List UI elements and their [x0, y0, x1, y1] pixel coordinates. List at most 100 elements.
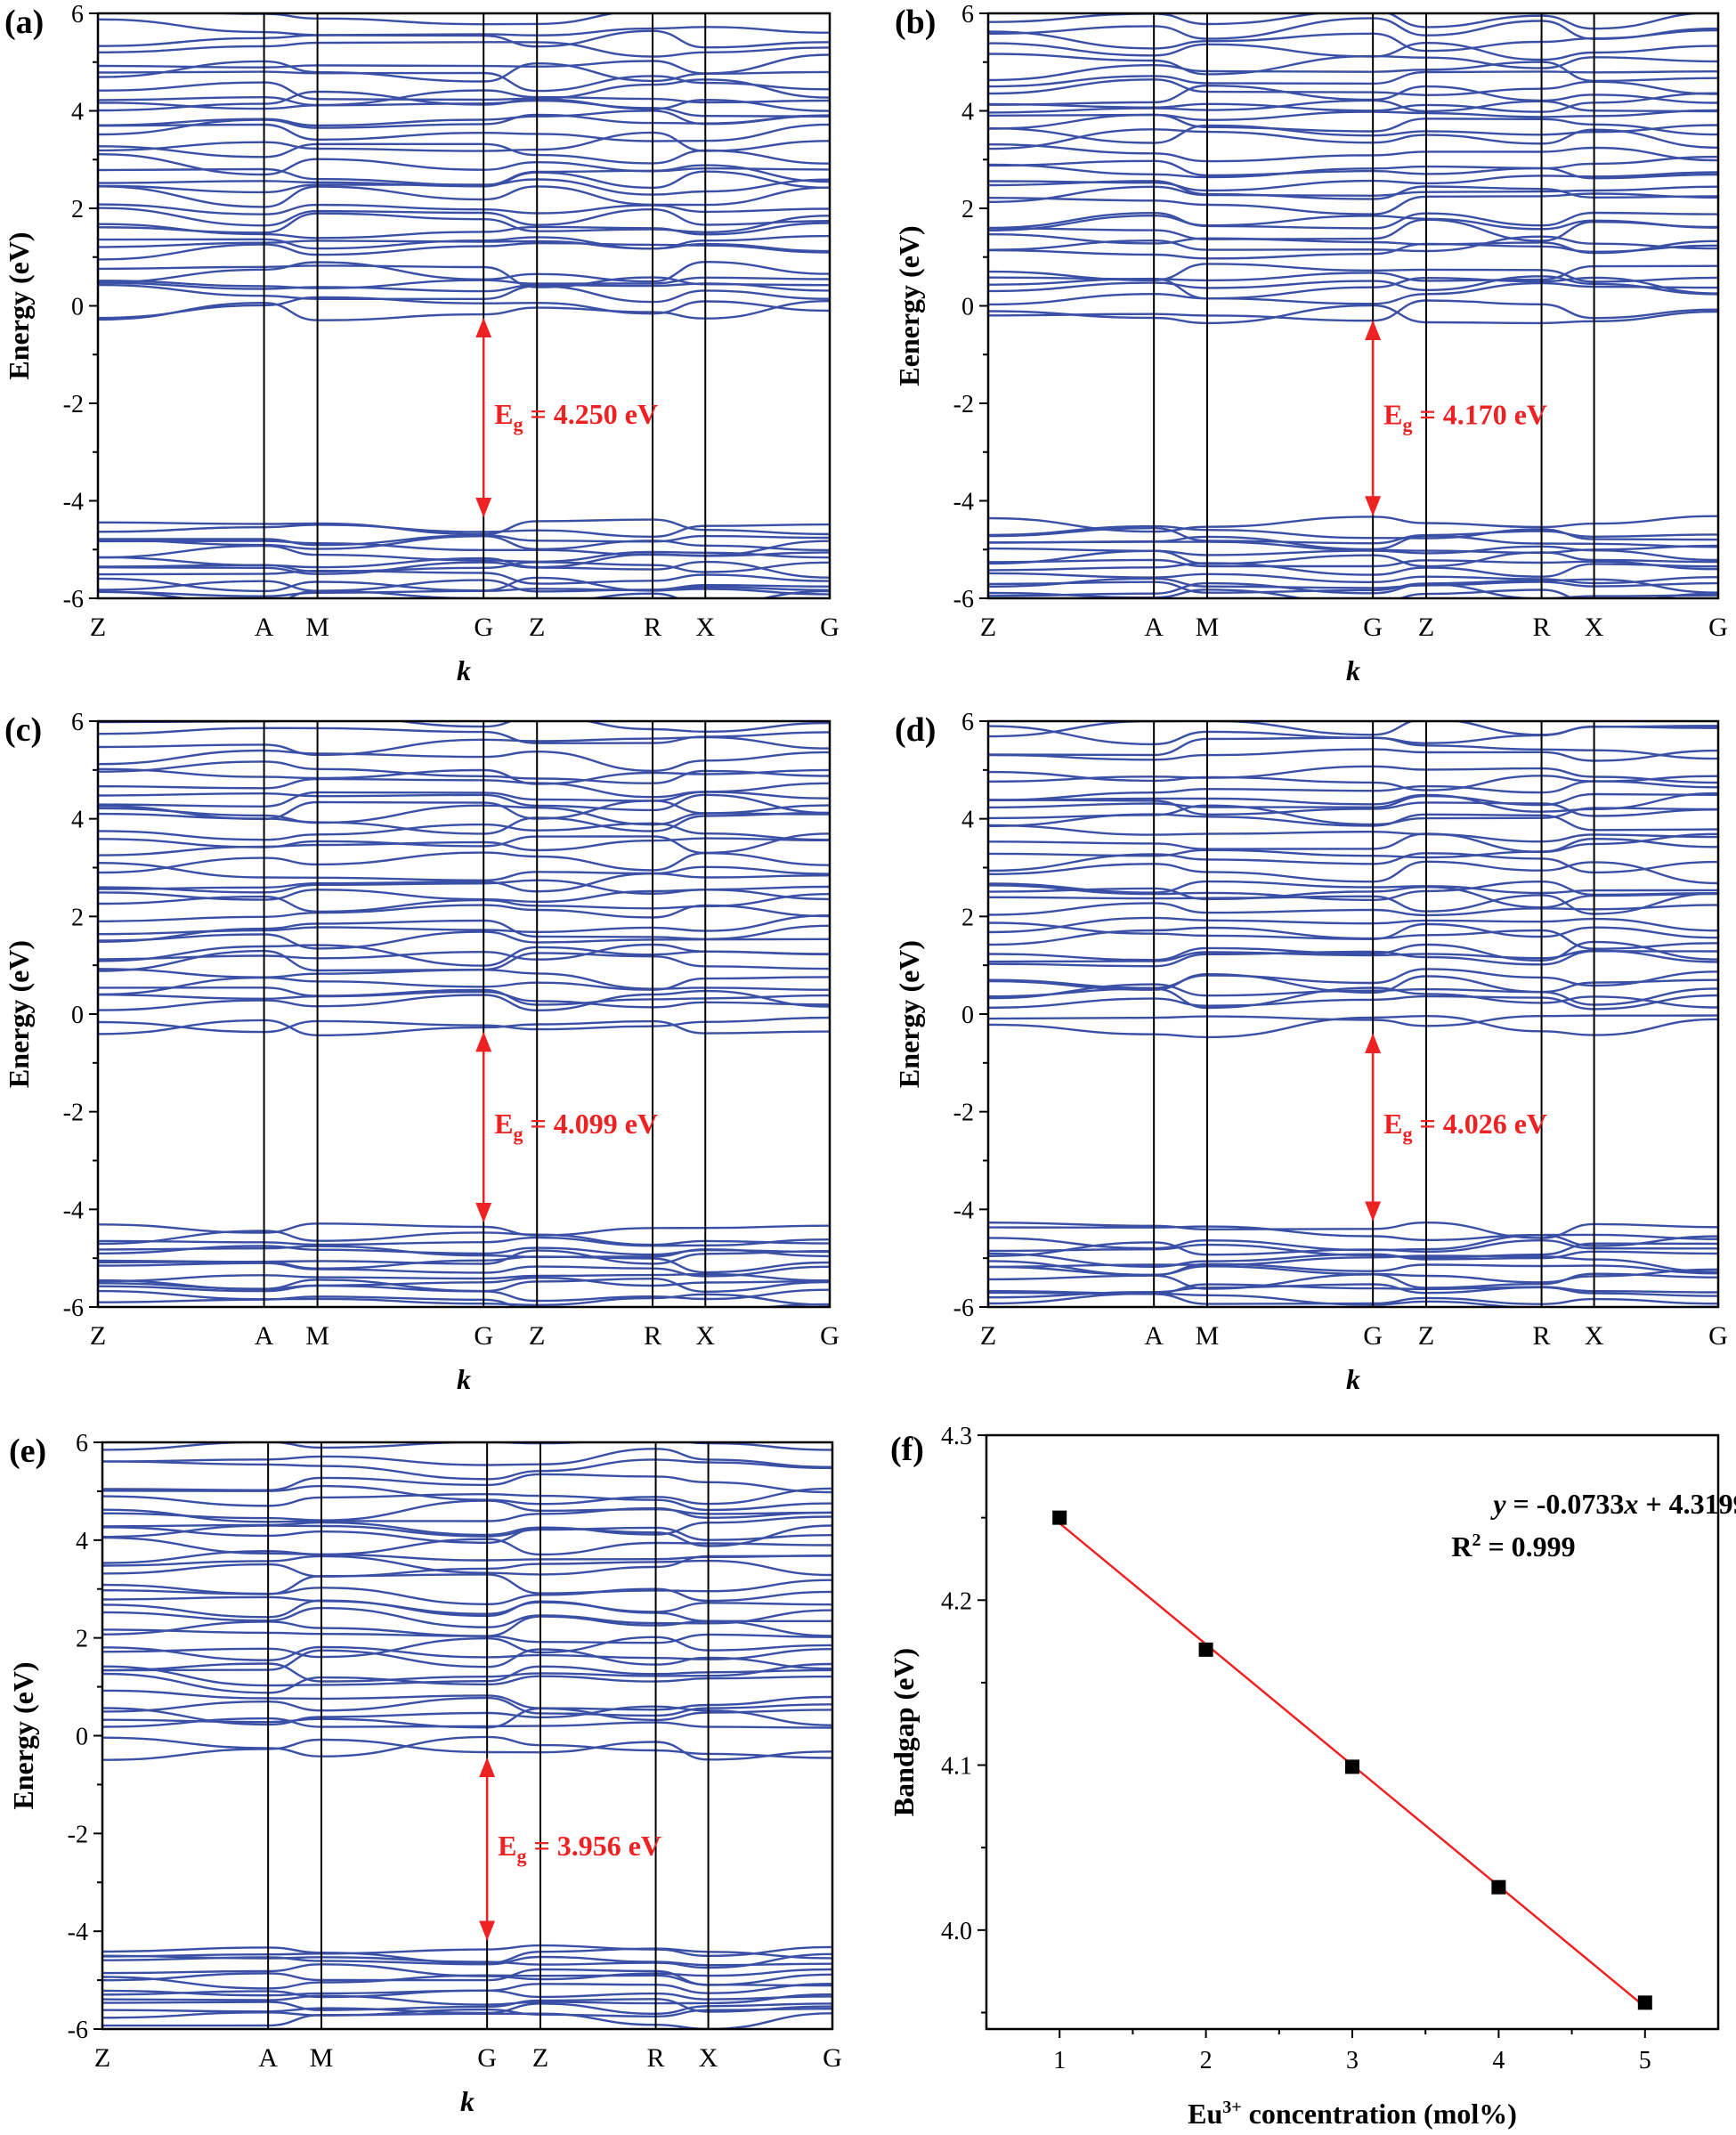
- kpoint-label: G: [820, 1321, 840, 1351]
- kpoint-label: G: [477, 2043, 497, 2073]
- y-tick-label: -4: [63, 1197, 84, 1224]
- plot-frame: [985, 1433, 1720, 2031]
- fit-equation: y = -0.0733x + 4.3199: [1489, 1488, 1736, 1520]
- kpoint-label: Z: [980, 1321, 996, 1351]
- band-line: [102, 1738, 832, 1761]
- kpoint-label: G: [823, 2043, 842, 2073]
- bandgap-label: Eg = 4.026 eV: [1383, 1108, 1547, 1145]
- band-line: [98, 18, 830, 37]
- kpoint-label: R: [1533, 613, 1551, 642]
- y-axis-title: Energy (eV): [3, 231, 35, 379]
- y-tick-label: 4: [961, 807, 974, 834]
- kpoint-label: R: [647, 2043, 665, 2073]
- band-line: [98, 1245, 830, 1259]
- y-tick-label: 2: [71, 904, 84, 931]
- band-line: [988, 832, 1718, 854]
- band-line: [98, 1016, 830, 1034]
- x-axis-title: k: [1346, 654, 1360, 686]
- x-tick-label: 1: [1053, 2047, 1066, 2074]
- y-tick-label: 4: [961, 99, 974, 126]
- kpoint-label: G: [1363, 1321, 1383, 1351]
- y-tick-label: -2: [63, 1100, 84, 1127]
- kpoint-label: A: [1144, 1321, 1164, 1351]
- band-line: [98, 1230, 830, 1246]
- y-tick-label: 2: [961, 196, 974, 223]
- y-tick-label: 6: [961, 1, 974, 28]
- band-line: [988, 70, 1718, 88]
- kpoint-label: X: [1585, 1321, 1604, 1351]
- y-axis-title: Energy (eV): [3, 940, 35, 1088]
- kpoint-label: G: [474, 1321, 493, 1351]
- x-tick-label: 3: [1346, 2047, 1359, 2074]
- x-tick-label: 4: [1492, 2047, 1505, 2074]
- band-line: [988, 1283, 1718, 1295]
- bandgap-label: Eg = 4.099 eV: [494, 1108, 658, 1145]
- bands: [988, 721, 1718, 1307]
- panel-label: (e): [9, 1433, 46, 1470]
- y-tick-label: 0: [961, 1002, 974, 1029]
- band-line: [988, 549, 1718, 568]
- band-line: [102, 1583, 832, 1606]
- y-tick-label: 0: [76, 1724, 88, 1751]
- band-line: [988, 61, 1718, 83]
- kpoint-label: R: [644, 613, 661, 642]
- y-tick-label: 4.2: [941, 1587, 972, 1615]
- y-tick-label: -2: [953, 1100, 974, 1127]
- bands: [102, 1442, 832, 2029]
- band-line: [98, 749, 830, 773]
- band-line: [98, 822, 830, 841]
- bands: [98, 721, 830, 1307]
- data-point: [1345, 1759, 1359, 1774]
- kpoint-label: X: [1585, 613, 1604, 642]
- kpoint-label: Z: [532, 2043, 548, 2073]
- panel-label: (f): [890, 1431, 924, 1468]
- band-line: [202, 13, 620, 26]
- bandgap-label: Eg = 4.250 eV: [494, 398, 658, 435]
- band-line: [988, 185, 1718, 203]
- band-line: [98, 260, 830, 284]
- kpoint-label: R: [644, 1321, 661, 1351]
- band-line: [988, 281, 1718, 306]
- y-tick-label: 4.0: [941, 1918, 972, 1945]
- x-tick-label: 5: [1639, 2047, 1651, 2074]
- band-line: [102, 1536, 832, 1556]
- band-line: [102, 1735, 832, 1759]
- band-panel-e: -6 -4 -2 0 2 4 6 Z A M G Z R X Gk Energy (eV) (e) Eg = 3.…: [7, 1430, 842, 2117]
- band-line: [102, 1665, 832, 1687]
- y-tick-label: -6: [68, 2017, 88, 2044]
- y-tick-label: 0: [71, 1002, 84, 1029]
- band-line: [988, 770, 1718, 791]
- y-axis-title: Energy (eV): [7, 1661, 39, 1809]
- band-line: [988, 880, 1718, 895]
- band-line: [98, 576, 830, 593]
- y-tick-label: 2: [961, 904, 974, 931]
- band-line: [102, 1458, 832, 1481]
- y-tick-label: 4.3: [941, 1423, 972, 1450]
- kpoint-label: A: [255, 613, 274, 642]
- plot-frame: [96, 719, 831, 1309]
- bands: [988, 13, 1718, 598]
- kpoint-label: Z: [529, 1321, 545, 1351]
- band-line: [98, 142, 830, 165]
- band-line: [988, 916, 1718, 934]
- band-line: [988, 921, 1718, 941]
- band-line: [98, 735, 830, 757]
- y-tick-label: -6: [63, 586, 84, 613]
- y-tick-label: -6: [953, 1295, 974, 1322]
- x-axis-title: k: [457, 654, 471, 686]
- kpoint-label: G: [474, 613, 493, 642]
- y-tick-label: 0: [71, 294, 84, 321]
- kpoint-label: G: [1708, 613, 1728, 642]
- panel-label: (c): [4, 711, 42, 749]
- band-line: [98, 207, 830, 227]
- band-line: [98, 153, 830, 176]
- band-line: [988, 824, 1718, 843]
- band-line: [988, 218, 1718, 242]
- x-axis-title: k: [457, 1363, 471, 1395]
- band-line: [988, 143, 1718, 163]
- band-line: [98, 203, 830, 215]
- bands: [98, 13, 830, 598]
- band-line: [102, 1442, 832, 1451]
- y-tick-label: -4: [953, 1197, 974, 1224]
